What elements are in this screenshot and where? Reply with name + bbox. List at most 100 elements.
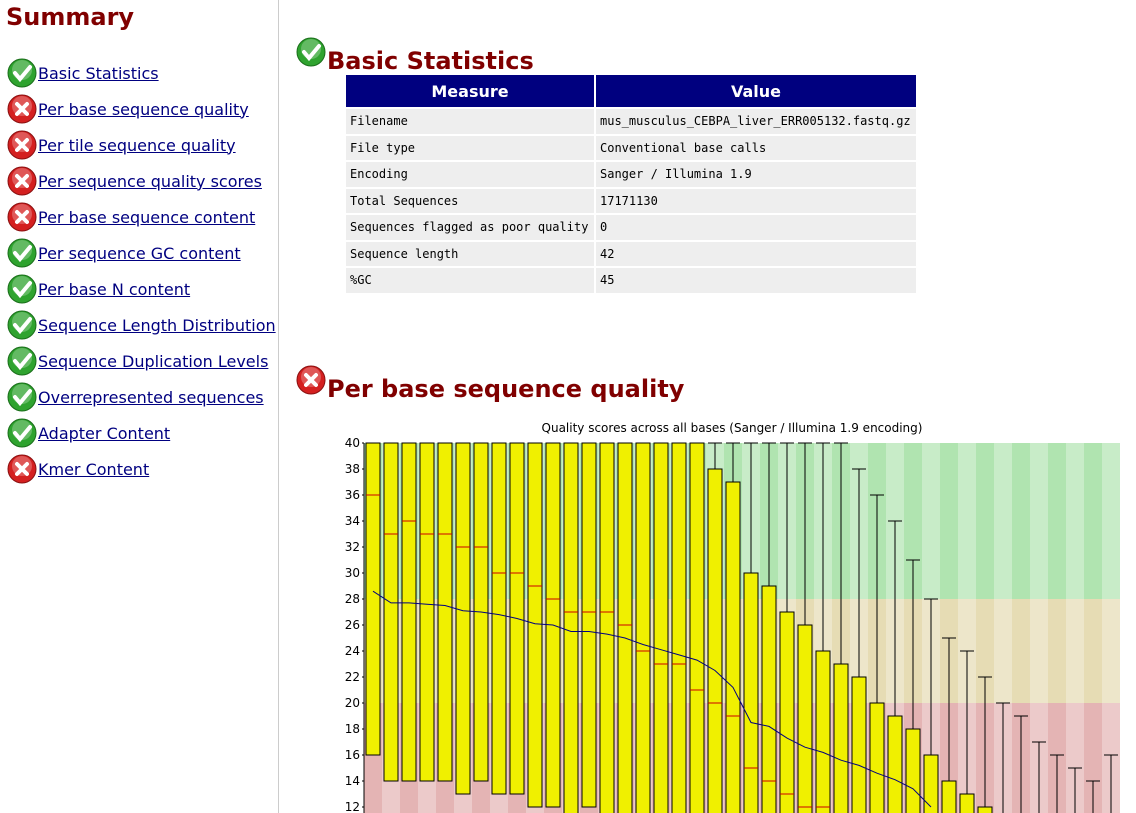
icon-glyph [13, 245, 32, 263]
band [508, 703, 526, 813]
band [454, 443, 472, 599]
box [671, 442, 687, 813]
summary-link[interactable]: Basic Statistics [38, 63, 159, 83]
icon-shine [12, 168, 32, 188]
summary-item: Per sequence quality scores [7, 166, 262, 196]
band [652, 599, 670, 703]
table-row: File type Conventional base calls [346, 135, 916, 162]
y-tick-label: 28 [345, 592, 360, 606]
summary-item: Per base N content [7, 274, 190, 304]
y-tick-label: 16 [345, 748, 360, 762]
icon-glyph [15, 138, 29, 152]
band [1030, 599, 1048, 703]
band [994, 703, 1012, 813]
band [1066, 703, 1084, 813]
box [527, 442, 543, 808]
box [689, 442, 705, 813]
band [472, 443, 490, 599]
status-icon [296, 37, 326, 67]
band [670, 599, 688, 703]
band [634, 599, 652, 703]
band [904, 599, 922, 703]
y-tick-label: 36 [345, 488, 360, 502]
summary-item: Sequence Duplication Levels [7, 346, 268, 376]
band [562, 599, 580, 703]
table-cell: 45 [596, 268, 916, 295]
band [994, 443, 1012, 599]
band [1102, 443, 1120, 599]
table-row: Filename mus_musculus_CEBPA_liver_ERR0051… [346, 109, 916, 136]
summary-item: Adapter Content [7, 418, 170, 448]
box [491, 442, 507, 795]
table-row: Sequence length 42 [346, 241, 916, 268]
summary-item: Basic Statistics [7, 58, 159, 88]
box [437, 442, 453, 782]
summary-link[interactable]: Overrepresented sequences [38, 387, 264, 407]
band [796, 703, 814, 813]
box [635, 442, 651, 813]
band [490, 703, 508, 813]
summary-link[interactable]: Per sequence quality scores [38, 171, 262, 191]
band [400, 599, 418, 703]
band [814, 703, 832, 813]
band [652, 443, 670, 599]
band [580, 443, 598, 599]
summary-link[interactable]: Per base sequence quality [38, 99, 249, 119]
summary-link[interactable]: Per tile sequence quality [38, 135, 236, 155]
status-icon [7, 238, 37, 268]
module-title: Basic Statistics [327, 47, 534, 75]
band [850, 443, 868, 599]
summary-link[interactable]: Per base N content [38, 279, 191, 299]
band [922, 599, 940, 703]
box [869, 702, 885, 813]
band [418, 599, 436, 703]
band [796, 443, 814, 599]
table-row: %GC 45 [346, 268, 916, 295]
band [1012, 703, 1030, 813]
band [472, 599, 490, 703]
band [490, 443, 508, 599]
band [436, 599, 454, 703]
icon-glyph [15, 174, 29, 188]
summary-item: Per base sequence quality [7, 94, 249, 124]
band [616, 443, 634, 599]
summary-title: Summary [6, 3, 135, 31]
band [868, 703, 886, 813]
icon-shine [12, 132, 32, 152]
band [814, 443, 832, 599]
band [922, 443, 940, 599]
summary-link[interactable]: Sequence Duplication Levels [38, 351, 269, 371]
icon-glyph [13, 425, 32, 443]
summary-link[interactable]: Per sequence GC content [38, 243, 241, 263]
icon-glyph [302, 44, 321, 62]
y-tick-label: 20 [345, 696, 360, 710]
table-cell: Total Sequences [346, 188, 594, 215]
band [382, 703, 400, 813]
summary-link[interactable]: Adapter Content [38, 423, 171, 443]
band [796, 599, 814, 703]
summary-link[interactable]: Kmer Content [38, 459, 150, 479]
box [887, 715, 903, 813]
band [364, 703, 382, 813]
band [526, 703, 544, 813]
band [364, 443, 382, 599]
band [976, 599, 994, 703]
status-icon [7, 382, 37, 412]
y-tick-label: 40 [345, 436, 360, 450]
summary-link[interactable]: Per base sequence content [38, 207, 256, 227]
band [886, 443, 904, 599]
status-icon [7, 346, 37, 376]
band [976, 443, 994, 599]
plot-area [364, 442, 1120, 813]
summary-link[interactable]: Sequence Length Distribution [38, 315, 276, 335]
band [616, 599, 634, 703]
box [977, 806, 993, 813]
y-tick-label: 18 [345, 722, 360, 736]
band [1084, 703, 1102, 813]
summary-item: Kmer Content [7, 454, 149, 484]
mean-line [372, 590, 932, 808]
band [688, 703, 706, 813]
band [850, 703, 868, 813]
band [814, 599, 832, 703]
band [544, 703, 562, 813]
